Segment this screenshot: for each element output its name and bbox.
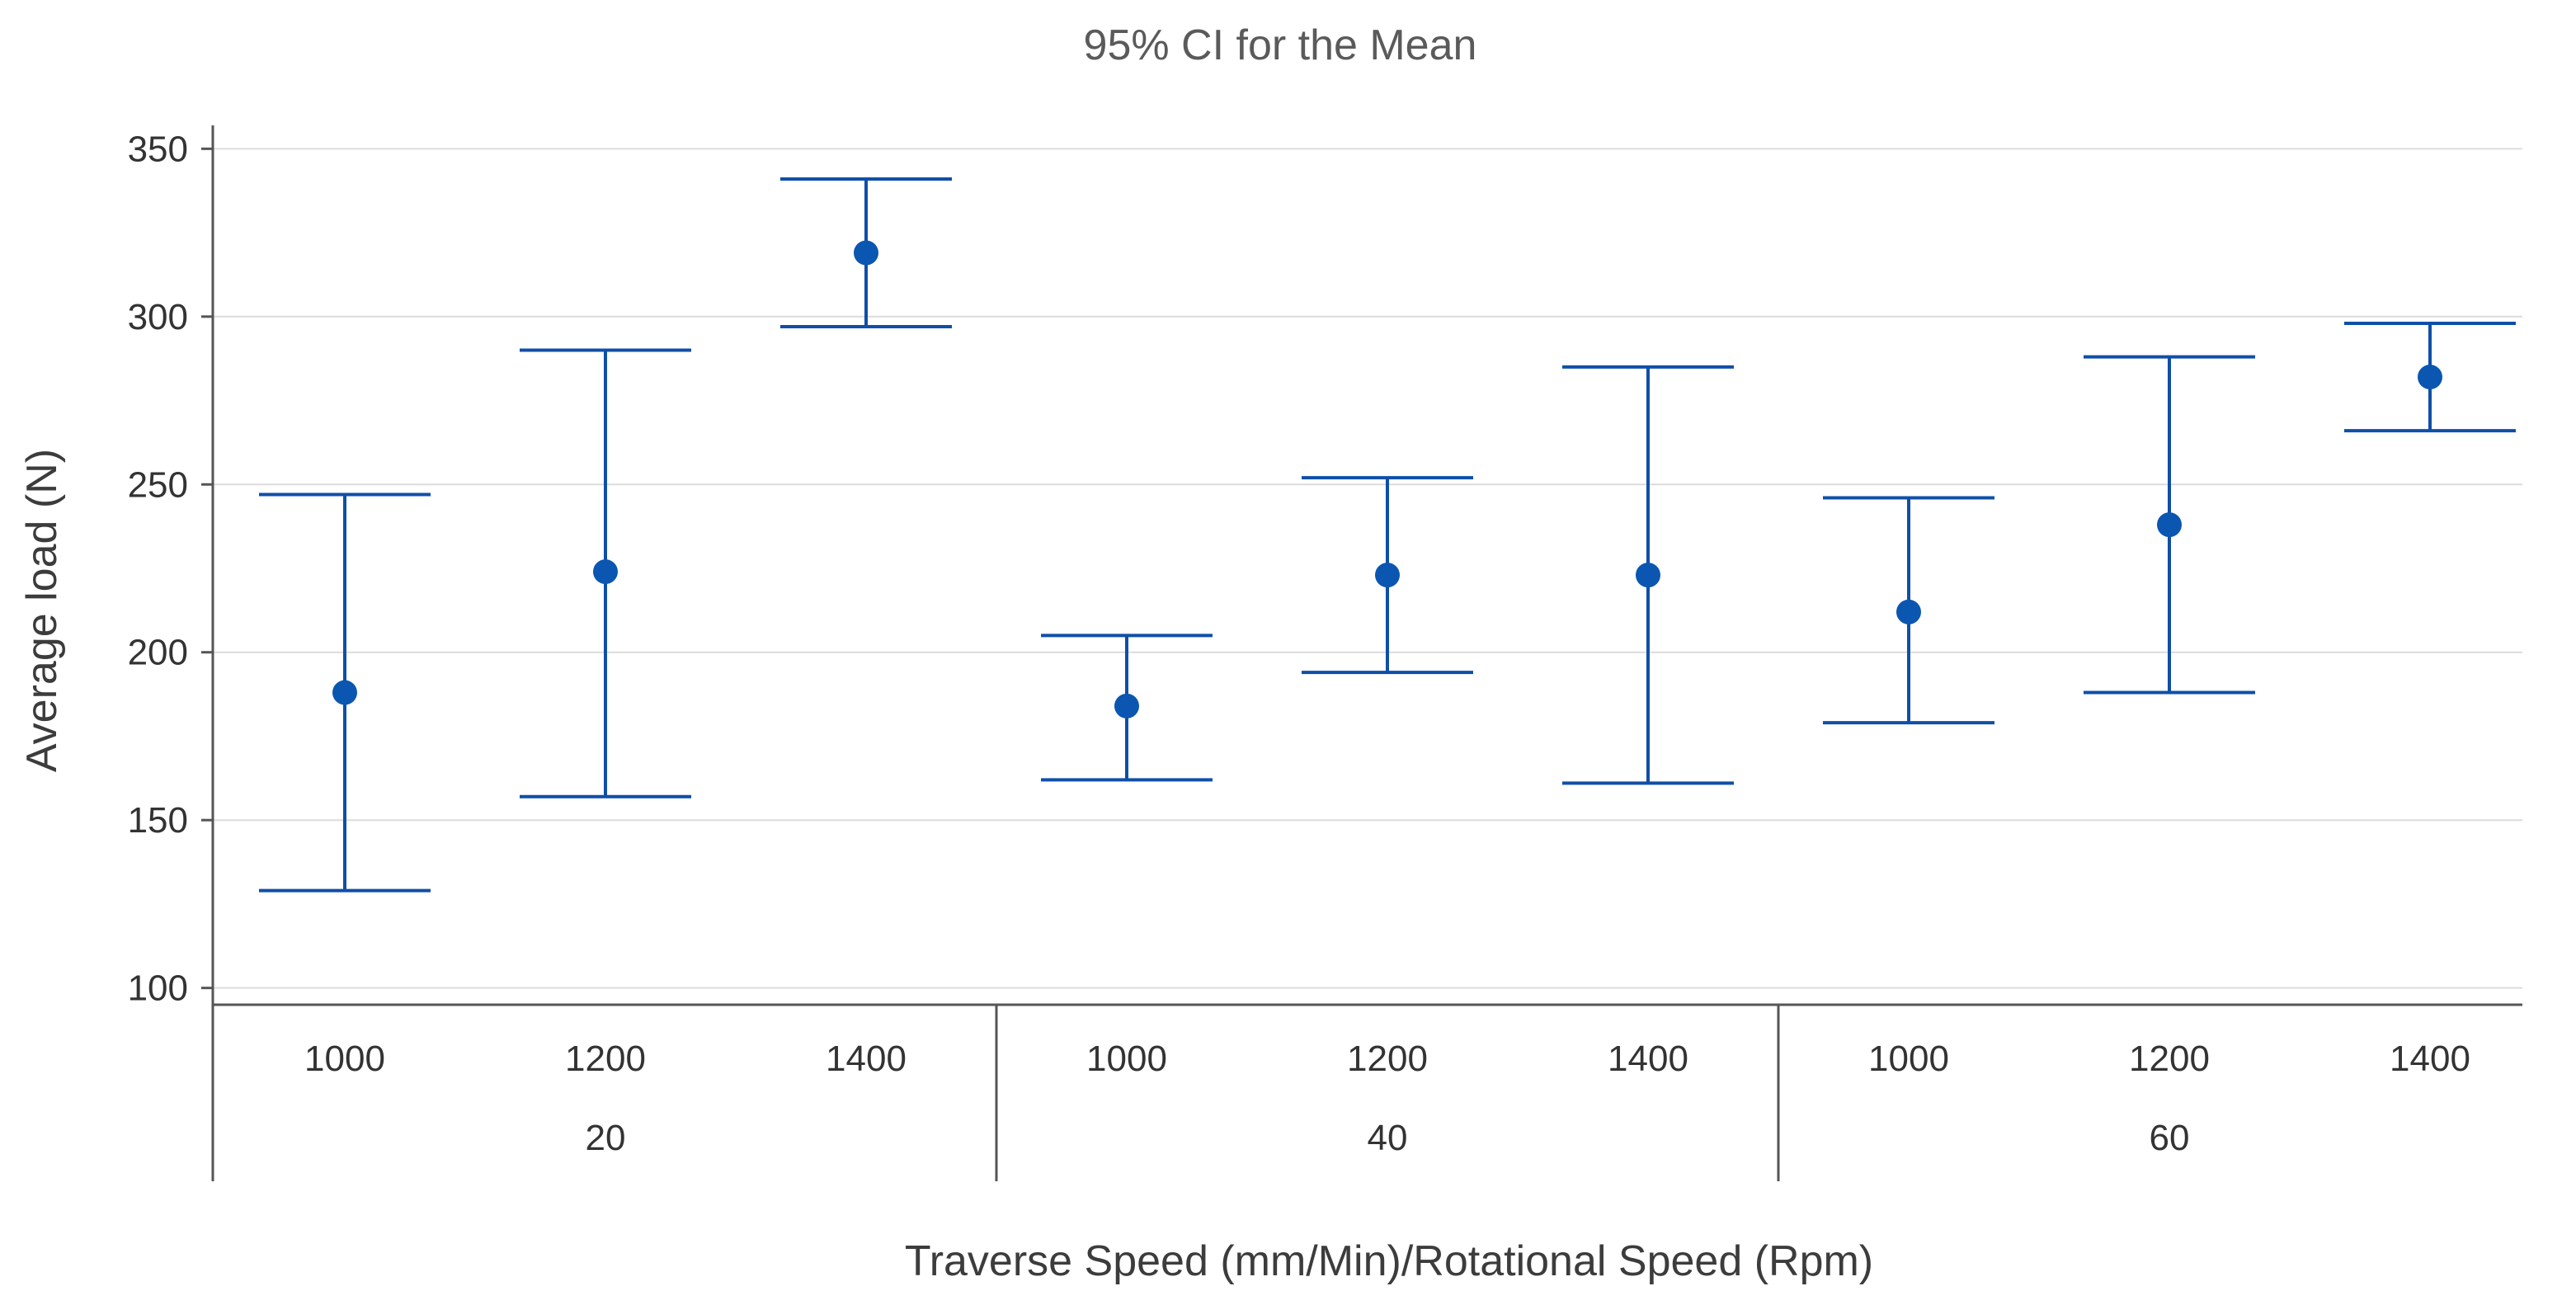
x-group-label-40: 40 [1368,1118,1408,1158]
x-category-label-20-1400: 1400 [826,1039,907,1079]
mean-marker-60-1000 [1896,599,1921,624]
y-tick-label-200: 200 [128,633,188,673]
x-category-label-60-1400: 1400 [2390,1039,2470,1079]
mean-marker-40-1400 [1636,563,1660,588]
interval-40-1000 [1041,634,1213,782]
x-axis-title: Traverse Speed (mm/Min)/Rotational Speed… [905,1237,1873,1285]
x-category-label-60-1200: 1200 [2129,1039,2210,1079]
axes [211,125,2522,1181]
gridlines [213,148,2522,989]
interval-20-1000 [259,492,431,893]
interval-20-1400 [780,177,952,329]
x-axis-categories: 1000 1200 1400 20 1000 1200 1400 40 1000 1200 1400… [304,1039,2470,1158]
x-group-label-20: 20 [586,1118,626,1158]
interval-40-1400 [1562,365,1734,785]
y-tick-label-100: 100 [128,968,188,1009]
y-tick-label-350: 350 [128,129,188,169]
interval-40-1200 [1302,476,1473,675]
y-axis-ticks: 100 150 200 250 300 350 [128,129,213,1009]
mean-marker-60-1400 [2418,365,2442,390]
mean-marker-60-1200 [2157,512,2182,538]
mean-marker-40-1200 [1375,563,1400,588]
y-tick-label-150: 150 [128,800,188,841]
x-category-label-20-1200: 1200 [565,1039,646,1079]
x-category-label-60-1000: 1000 [1868,1039,1949,1079]
mean-marker-20-1400 [854,240,878,266]
interval-20-1200 [520,348,691,799]
x-category-label-40-1400: 1400 [1608,1039,1688,1079]
x-category-label-40-1200: 1200 [1347,1039,1428,1079]
y-axis-title: Average load (N) [18,449,66,772]
x-category-label-20-1000: 1000 [304,1039,385,1079]
y-tick-label-300: 300 [128,297,188,337]
interval-60-1400 [2344,321,2516,433]
x-group-label-60: 60 [2150,1118,2190,1158]
chart-title: 95% CI for the Mean [1084,21,1477,69]
mean-marker-20-1200 [593,559,618,585]
x-category-label-40-1000: 1000 [1086,1039,1167,1079]
interval-60-1000 [1823,496,1994,725]
mean-marker-40-1000 [1114,693,1139,718]
y-tick-label-250: 250 [128,464,188,505]
interval-60-1200 [2084,355,2255,695]
confidence-intervals [259,177,2516,893]
mean-marker-20-1000 [332,680,357,705]
